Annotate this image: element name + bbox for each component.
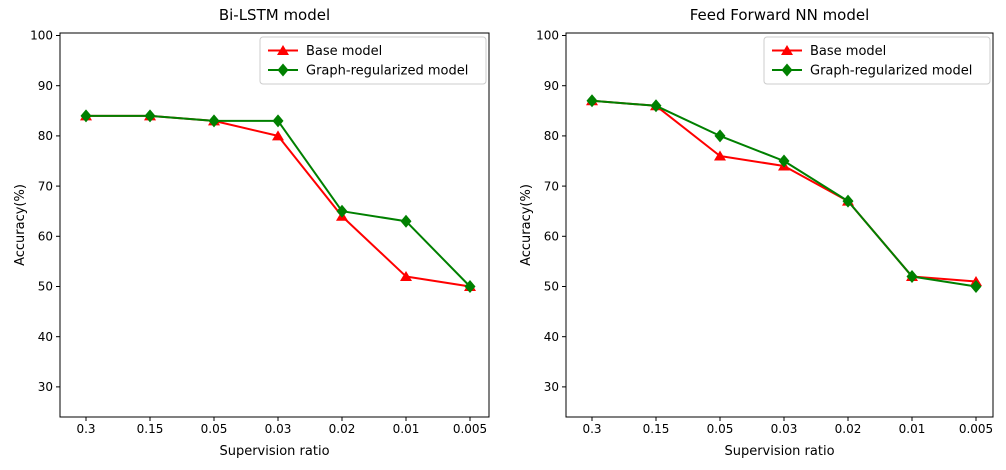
diamond-marker	[464, 279, 476, 293]
diamond-marker	[208, 114, 220, 128]
y-tick-label: 60	[38, 229, 53, 243]
legend-diamond-marker	[781, 63, 793, 77]
triangle-up-marker	[400, 270, 412, 281]
diamond-marker	[650, 99, 662, 113]
y-tick-label: 90	[38, 79, 53, 93]
legend-label: Base model	[306, 44, 382, 59]
y-tick-label: 90	[544, 79, 559, 93]
legend-triangle-up-marker	[277, 45, 289, 55]
chart-bi-lstm: Bi-LSTM model Accuracy(%) Supervision rati…	[13, 6, 490, 459]
triangle-up-marker	[714, 150, 726, 161]
diamond-marker	[842, 194, 854, 208]
y-tick-label: 50	[544, 280, 559, 294]
diamond-marker	[272, 114, 284, 128]
diamond-marker	[400, 214, 412, 228]
diamond-marker	[714, 129, 726, 143]
x-axis-label: Supervision ratio	[724, 444, 834, 459]
plot-border	[565, 32, 994, 418]
diamond-marker	[80, 109, 92, 123]
series-line-graph-regularized-model	[85, 114, 471, 288]
series-line-graph-regularized-model	[591, 99, 977, 288]
diamond-marker	[586, 94, 598, 108]
diamond-marker	[144, 109, 156, 123]
x-tick-label: 0.02	[835, 422, 862, 436]
feed-forward-nn-chart-canvas: Feed Forward NN model Accuracy(%) Supervis…	[519, 6, 994, 459]
x-tick-label: 0.01	[393, 422, 420, 436]
legend-label: Base model	[810, 44, 886, 59]
y-tick-label: 80	[38, 129, 53, 143]
y-tick-label: 40	[544, 330, 559, 344]
legend-box	[259, 36, 487, 85]
chart-title: Feed Forward NN model	[690, 6, 870, 24]
legend-diamond-marker	[277, 63, 289, 77]
legend-label: Graph-regularized model	[306, 64, 468, 79]
plot-border	[59, 32, 490, 418]
triangle-up-marker	[272, 130, 284, 141]
y-tick-label: 100	[536, 29, 559, 43]
x-tick-label: 0.005	[453, 422, 487, 436]
diamond-marker	[778, 154, 790, 168]
chart-feed-forward-nn: Feed Forward NN model Accuracy(%) Supervis…	[503, 0, 1006, 470]
x-tick-label: 0.03	[771, 422, 798, 436]
x-tick-label: 0.005	[959, 422, 993, 436]
x-tick-label: 0.05	[707, 422, 734, 436]
x-tick-label: 0.3	[582, 422, 601, 436]
y-tick-label: 70	[544, 179, 559, 193]
x-tick-label: 0.02	[329, 422, 356, 436]
y-tick-label: 60	[544, 229, 559, 243]
x-tick-label: 0.03	[265, 422, 292, 436]
diamond-marker	[970, 279, 982, 293]
y-axis-label: Accuracy(%)	[13, 184, 28, 266]
x-tick-label: 0.3	[76, 422, 95, 436]
series-line-base-model	[591, 99, 977, 283]
x-tick-label: 0.15	[643, 422, 670, 436]
y-axis-label: Accuracy(%)	[519, 184, 534, 266]
diamond-marker	[906, 269, 918, 283]
chart-title: Bi-LSTM model	[219, 6, 330, 24]
y-tick-label: 30	[38, 380, 53, 394]
legend-box	[763, 36, 991, 85]
x-tick-label: 0.01	[899, 422, 926, 436]
x-axis-label: Supervision ratio	[219, 444, 329, 459]
y-tick-label: 50	[38, 280, 53, 294]
bi-lstm-chart-canvas: Bi-LSTM model Accuracy(%) Supervision rati…	[13, 6, 490, 459]
y-tick-label: 100	[30, 29, 53, 43]
y-tick-label: 30	[544, 380, 559, 394]
x-tick-label: 0.05	[201, 422, 228, 436]
y-tick-label: 70	[38, 179, 53, 193]
y-tick-label: 80	[544, 129, 559, 143]
series-line-base-model	[85, 114, 471, 288]
diamond-marker	[336, 204, 348, 218]
legend-label: Graph-regularized model	[810, 64, 972, 79]
legend-triangle-up-marker	[781, 45, 793, 55]
y-tick-label: 40	[38, 330, 53, 344]
x-tick-label: 0.15	[137, 422, 164, 436]
